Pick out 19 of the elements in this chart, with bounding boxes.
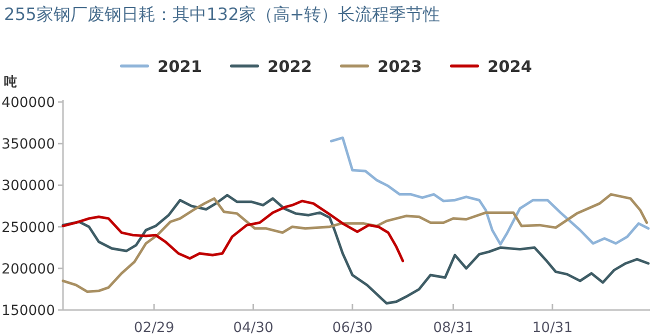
legend-label: 2021 [158, 57, 202, 76]
x-tick-label: 04/30 [233, 320, 274, 336]
y-tick-label: 200000 [2, 261, 55, 278]
x-tick-label: 06/30 [332, 320, 373, 336]
x-tick-label: 08/31 [433, 320, 474, 336]
legend-label: 2022 [268, 57, 312, 76]
x-tick-label: 10/31 [532, 320, 573, 336]
y-tick-label: 300000 [2, 178, 55, 194]
x-tick-label: 02/29 [134, 320, 174, 336]
y-tick-label: 350000 [2, 136, 55, 153]
chart-title: 255家钢厂废钢日耗：其中132家（高+转）长流程季节性 [4, 5, 440, 25]
y-tick-label: 250000 [2, 220, 55, 236]
legend-label: 2024 [488, 57, 532, 76]
line-series [62, 200, 404, 262]
legend-label: 2023 [378, 57, 422, 76]
y-tick-label: 150000 [2, 303, 55, 319]
y-axis-title: 吨 [4, 75, 17, 90]
y-tick-label: 400000 [2, 95, 55, 111]
line-series [330, 136, 650, 246]
